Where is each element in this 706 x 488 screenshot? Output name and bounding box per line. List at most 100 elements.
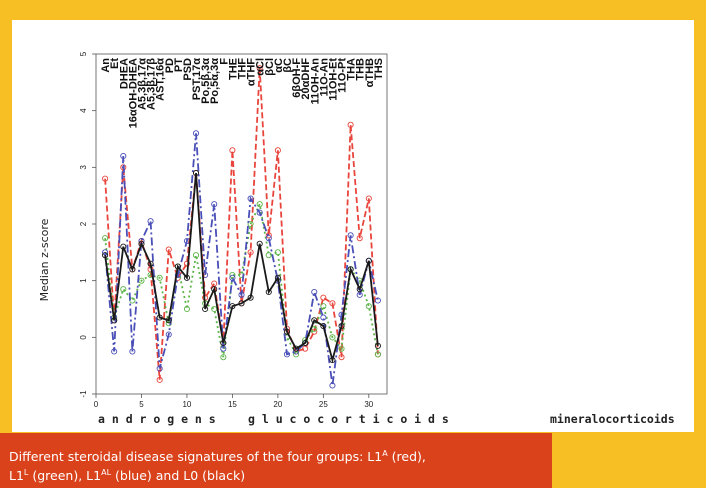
metabolite-label: A5,3β,17β xyxy=(146,58,158,110)
metabolite-label: An xyxy=(100,58,112,73)
y-tick-label: 5 xyxy=(79,51,88,56)
data-point xyxy=(256,201,263,208)
data-point xyxy=(202,305,209,313)
data-point xyxy=(256,209,263,216)
data-point xyxy=(174,271,181,279)
y-tick-label: 1 xyxy=(79,278,88,283)
data-point xyxy=(256,65,263,72)
data-point xyxy=(174,263,181,270)
data-point xyxy=(165,317,172,324)
data-point xyxy=(111,348,118,355)
data-point xyxy=(183,305,190,313)
data-point xyxy=(329,300,336,307)
data-point xyxy=(102,249,109,256)
series-line xyxy=(104,201,379,358)
data-point xyxy=(183,274,190,281)
data-point xyxy=(347,232,354,239)
metabolite-label: THE xyxy=(227,58,239,80)
series-line xyxy=(104,172,379,364)
group-label: mineralocorticoids xyxy=(550,412,675,426)
data-point xyxy=(374,351,381,358)
data-point xyxy=(102,175,109,182)
y-tick-label: 2 xyxy=(79,221,88,226)
data-point xyxy=(129,348,136,355)
metabolite-label: αTHF xyxy=(246,58,258,86)
metabolite-label: THB xyxy=(355,58,367,81)
data-point xyxy=(311,288,318,296)
y-tick-label: 0 xyxy=(79,335,88,340)
y-tick-label: 4 xyxy=(79,108,88,113)
metabolite-label: THF xyxy=(237,58,249,80)
metabolite-label: αC xyxy=(273,58,285,73)
data-point xyxy=(156,376,163,383)
x-tick-label: 5 xyxy=(139,400,144,409)
data-point xyxy=(265,288,272,296)
data-point xyxy=(283,328,291,335)
data-point xyxy=(247,195,254,202)
data-point xyxy=(102,252,109,259)
data-point xyxy=(138,240,145,247)
data-point xyxy=(192,252,200,259)
metabolite-label: THS xyxy=(373,58,385,80)
caption-text: (blue) and L0 (black) xyxy=(111,468,246,484)
caption-sup: AL xyxy=(101,468,112,478)
data-point xyxy=(102,235,109,242)
x-tick-label: 0 xyxy=(94,400,99,409)
data-point xyxy=(338,322,345,330)
data-point xyxy=(220,354,227,361)
data-point xyxy=(247,294,254,301)
data-point xyxy=(156,274,163,281)
x-tick-label: 30 xyxy=(364,400,373,409)
metabolite-label: AST,16α xyxy=(155,58,167,101)
data-point xyxy=(320,314,327,321)
metabolite-label: F xyxy=(218,58,230,65)
data-point xyxy=(274,274,281,281)
metabolite-label: 11O-Pt xyxy=(337,58,349,93)
y-tick-label: 3 xyxy=(79,165,88,170)
data-point xyxy=(274,147,281,154)
data-point xyxy=(283,351,291,358)
data-point xyxy=(320,303,327,310)
data-point xyxy=(211,280,218,287)
x-tick-label: 10 xyxy=(182,400,191,409)
metabolite-label: Po,5β,3α xyxy=(200,58,212,104)
data-point xyxy=(329,356,336,364)
metabolite-label: 20αDHF xyxy=(300,58,312,100)
series-line xyxy=(104,68,379,380)
data-point xyxy=(211,201,218,208)
metabolite-label: PSD xyxy=(182,58,194,81)
data-point xyxy=(374,342,381,349)
data-point xyxy=(256,240,263,247)
data-point xyxy=(129,266,136,273)
group-label: g l u c o c o r t i c o i d s xyxy=(248,412,449,426)
data-point xyxy=(356,291,363,298)
data-point xyxy=(247,249,254,256)
data-point xyxy=(156,365,163,372)
data-point xyxy=(329,382,336,389)
data-point xyxy=(229,274,236,281)
metabolite-label: DHEA xyxy=(118,58,130,89)
caption-text: (green), L1 xyxy=(28,468,102,484)
metabolite-label: Et xyxy=(109,58,121,69)
data-point xyxy=(220,339,227,347)
data-point xyxy=(147,260,154,267)
data-point xyxy=(229,303,236,310)
data-point xyxy=(211,305,218,313)
metabolite-label: βC xyxy=(282,58,294,73)
data-point xyxy=(274,249,281,256)
data-point xyxy=(156,314,163,321)
data-point xyxy=(302,339,309,347)
data-point xyxy=(265,235,272,242)
data-point xyxy=(356,235,363,242)
data-point xyxy=(365,195,372,202)
metabolite-label: 11OH-An xyxy=(309,58,321,105)
chart-panel: 0 5 10 15 20 25 30 -1 0 1 2 3 4 5 An Et DHEA 16αOH-DHEA A… xyxy=(12,20,694,432)
x-tick-label: 20 xyxy=(273,400,282,409)
y-tick-label: -1 xyxy=(79,390,88,398)
data-point xyxy=(365,257,372,264)
metabolite-label: PT xyxy=(173,58,185,72)
data-point xyxy=(293,345,300,352)
data-point xyxy=(120,243,127,250)
caption-sup: L xyxy=(23,468,29,478)
data-point xyxy=(238,291,245,298)
